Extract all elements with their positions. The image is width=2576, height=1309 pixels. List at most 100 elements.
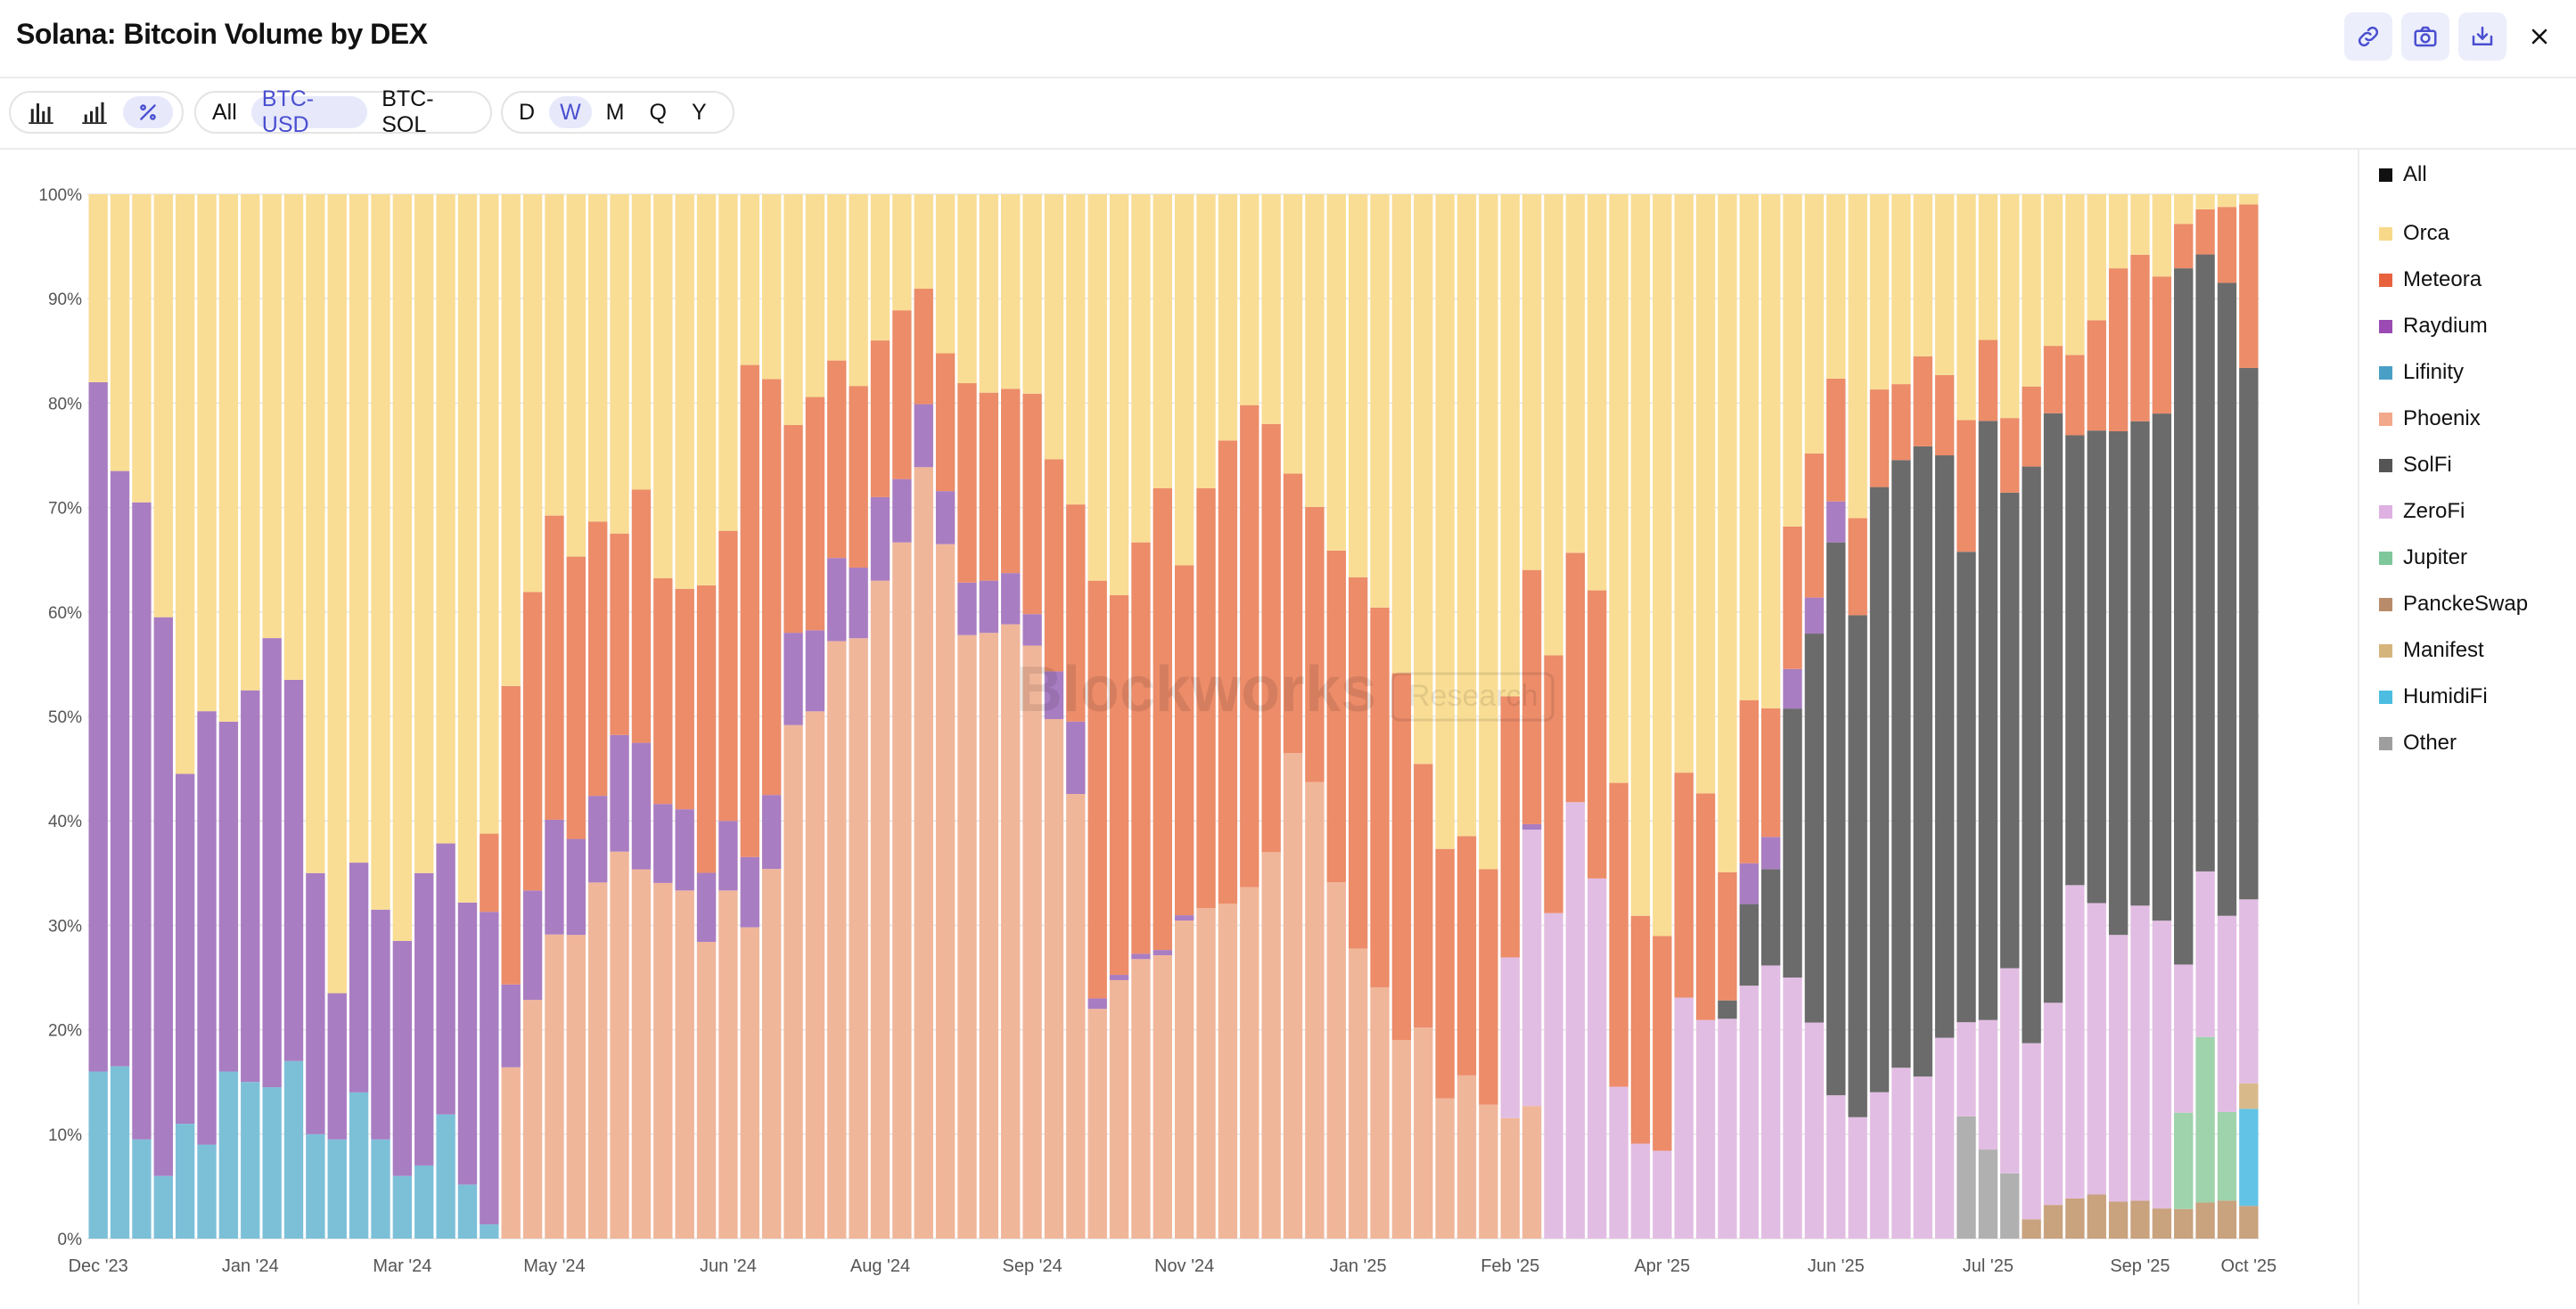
bar-segment-meteora-main[interactable] — [1522, 569, 1542, 824]
legend-item-zerofi[interactable]: ZeroFi — [2379, 494, 2465, 529]
bar-segment-raydium[interactable] — [892, 479, 912, 543]
bar-segment-orca[interactable] — [2108, 194, 2129, 269]
pair-all-button[interactable]: All — [212, 99, 237, 125]
bar-segment-meteora-main[interactable] — [761, 379, 782, 796]
bar-segment-orca[interactable] — [153, 194, 173, 618]
bar-segment-zerofi[interactable] — [2239, 899, 2259, 1084]
bar-segment-orca[interactable] — [675, 194, 694, 589]
bar-segment-phoenix[interactable] — [783, 724, 803, 1239]
bar-segment-meteora-main[interactable] — [480, 833, 499, 912]
bar-segment-phoenix[interactable] — [1087, 1009, 1107, 1239]
bar-segment-phoenix[interactable] — [1153, 954, 1172, 1239]
bar-segment-zerofi[interactable] — [1848, 1117, 1867, 1239]
bar-segment-raydium[interactable] — [414, 872, 434, 1166]
bar-segment-orca[interactable] — [1565, 194, 1586, 553]
bar-segment-zerofi[interactable] — [1891, 1068, 1911, 1239]
bar-segment-zerofi[interactable] — [2022, 1043, 2041, 1220]
bar-segment-raydium[interactable] — [740, 856, 759, 928]
bar-segment-solfi[interactable] — [2239, 367, 2259, 900]
bar-segment-meteora-main[interactable] — [1544, 655, 1563, 913]
bar-segment-meteora-main[interactable] — [892, 310, 912, 479]
legend-item-raydium[interactable]: Raydium — [2379, 308, 2488, 344]
bar-segment-phoenix[interactable] — [1479, 1104, 1498, 1239]
percent-button[interactable] — [123, 96, 173, 128]
bar-segment-meteora-main[interactable] — [1305, 506, 1325, 782]
bar-segment-orca[interactable] — [1435, 194, 1455, 849]
bar-segment-orca[interactable] — [1544, 194, 1563, 656]
bar-segment-phoenix[interactable] — [1196, 907, 1216, 1239]
bar-segment-orca[interactable] — [1131, 194, 1151, 543]
bar-segment-orca[interactable] — [1087, 194, 1107, 581]
bar-segment-meteora-main[interactable] — [1695, 793, 1716, 1020]
bar-segment-orca[interactable] — [935, 194, 956, 354]
bar-segment-orca[interactable] — [1326, 194, 1346, 551]
bar-segment-phoenix[interactable] — [1522, 1106, 1542, 1239]
bar-segment-meteora-main[interactable] — [1913, 356, 1932, 446]
bar-segment-lifinity[interactable] — [414, 1165, 434, 1239]
copy-link-button[interactable] — [2344, 12, 2392, 61]
bar-segment-orca[interactable] — [110, 194, 130, 471]
bar-segment-orca[interactable] — [436, 194, 455, 844]
bar-segment-phoenix[interactable] — [1370, 986, 1390, 1239]
bar-segment-orca[interactable] — [2239, 194, 2259, 205]
bar-segment-panckeswap[interactable] — [2195, 1202, 2215, 1239]
bar-segment-meteora-main[interactable] — [1414, 764, 1433, 1028]
bar-segment-zerofi[interactable] — [1760, 965, 1781, 1239]
bar-segment-phoenix[interactable] — [892, 542, 912, 1239]
bar-segment-meteora-main[interactable] — [870, 340, 890, 497]
bar-segment-orca[interactable] — [371, 194, 390, 910]
bar-segment-meteora-main[interactable] — [522, 592, 543, 891]
bar-segment-lifinity[interactable] — [241, 1082, 260, 1239]
bar-segment-solfi[interactable] — [2174, 268, 2194, 965]
bar-segment-meteora-main[interactable] — [1957, 420, 1976, 552]
bar-segment-zerofi[interactable] — [1869, 1092, 1890, 1239]
bar-segment-orca[interactable] — [1305, 194, 1325, 507]
bar-segment-raydium[interactable] — [501, 984, 521, 1068]
bar-segment-orca[interactable] — [501, 194, 521, 686]
bar-segment-solfi[interactable] — [1739, 904, 1759, 986]
bar-segment-panckeswap[interactable] — [2087, 1194, 2106, 1239]
bar-segment-meteora-main[interactable] — [2065, 355, 2085, 436]
bar-segment-orca[interactable] — [132, 194, 152, 503]
bar-segment-orca[interactable] — [2000, 194, 2020, 419]
bar-segment-orca[interactable] — [979, 194, 999, 393]
bar-segment-meteora-main[interactable] — [849, 386, 868, 568]
bar-segment-orca[interactable] — [566, 194, 587, 557]
bar-segment-phoenix[interactable] — [849, 638, 868, 1239]
bar-segment-orca[interactable] — [1718, 194, 1737, 872]
bar-segment-orca[interactable] — [1739, 194, 1759, 700]
bar-segment-phoenix[interactable] — [545, 934, 564, 1239]
bar-segment-meteora-main[interactable] — [2108, 268, 2129, 431]
bar-segment-raydium[interactable] — [696, 872, 717, 942]
bar-segment-solfi[interactable] — [2130, 421, 2150, 906]
bar-segment-zerofi[interactable] — [2152, 920, 2172, 1209]
bar-segment-lifinity[interactable] — [327, 1139, 347, 1239]
bar-segment-raydium[interactable] — [1044, 671, 1064, 719]
bar-segment-orca[interactable] — [2217, 194, 2237, 208]
bar-segment-panckeswap[interactable] — [2130, 1200, 2150, 1239]
bar-segment-raydium[interactable] — [175, 773, 195, 1125]
bar-segment-zerofi[interactable] — [2195, 871, 2215, 1037]
bar-segment-lifinity[interactable] — [283, 1060, 304, 1239]
bar-segment-zerofi[interactable] — [1544, 912, 1563, 1239]
bar-segment-zerofi[interactable] — [1804, 1022, 1825, 1239]
bar-segment-orca[interactable] — [1957, 194, 1976, 421]
bar-segment-orca[interactable] — [1391, 194, 1412, 674]
bar-segment-solfi[interactable] — [1978, 421, 1998, 1020]
download-button[interactable] — [2458, 12, 2506, 61]
bar-segment-panckeswap[interactable] — [2043, 1205, 2063, 1239]
bar-segment-orca[interactable] — [1196, 194, 1216, 488]
interval-quarter-button[interactable]: Q — [649, 99, 667, 125]
bar-segment-meteora-main[interactable] — [653, 577, 673, 805]
bar-segment-raydium[interactable] — [349, 863, 369, 1092]
legend-item-humidifi[interactable]: HumidiFi — [2379, 679, 2488, 715]
bar-segment-raydium[interactable] — [1826, 501, 1846, 543]
bar-segment-raydium[interactable] — [110, 470, 130, 1067]
bar-segment-lifinity[interactable] — [480, 1224, 499, 1239]
bar-segment-phoenix[interactable] — [1391, 1040, 1412, 1239]
bar-segment-meteora-main[interactable] — [1022, 393, 1042, 615]
bar-segment-meteora-main[interactable] — [1240, 405, 1259, 888]
bar-segment-panckeswap[interactable] — [2108, 1201, 2129, 1239]
bar-segment-zerofi[interactable] — [1913, 1076, 1932, 1239]
stacked-bar-button[interactable] — [70, 96, 119, 128]
